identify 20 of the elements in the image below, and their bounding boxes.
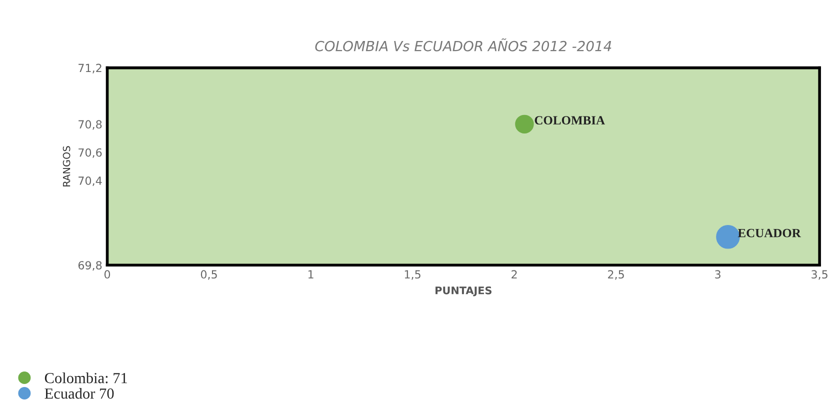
x-axis-title: PUNTAJES [436, 286, 492, 296]
x-tick-label: 3 [715, 270, 720, 279]
x-tick-label: 0 [104, 270, 110, 279]
y-tick-label: 69,8 [78, 261, 102, 271]
chart-title: COLOMBIA Vs ECUADOR AÑOS 2012 -2014 [315, 38, 612, 52]
x-tick-label: 3,5 [812, 270, 828, 280]
annotation: ECUADOR [738, 228, 802, 238]
x-tick-label: 2,5 [608, 270, 624, 280]
x-tick-label: 1 [308, 270, 314, 278]
y-tick-label: 71,2 [78, 64, 102, 74]
legend-label: Colombia: 71 [44, 372, 127, 384]
legend-label: Ecuador 70 [44, 388, 114, 399]
y-tick-label: 70,8 [78, 120, 102, 130]
x-tick-label: 0,5 [200, 270, 217, 280]
y-tick-label: 70,6 [78, 148, 102, 158]
x-tick-label: 1,5 [404, 270, 420, 280]
y-axis-title: RANGOS [62, 146, 70, 186]
y-tick-label: 70,4 [78, 176, 102, 186]
annotation: COLOMBIA [534, 116, 605, 125]
x-tick-label: 2 [512, 270, 517, 278]
